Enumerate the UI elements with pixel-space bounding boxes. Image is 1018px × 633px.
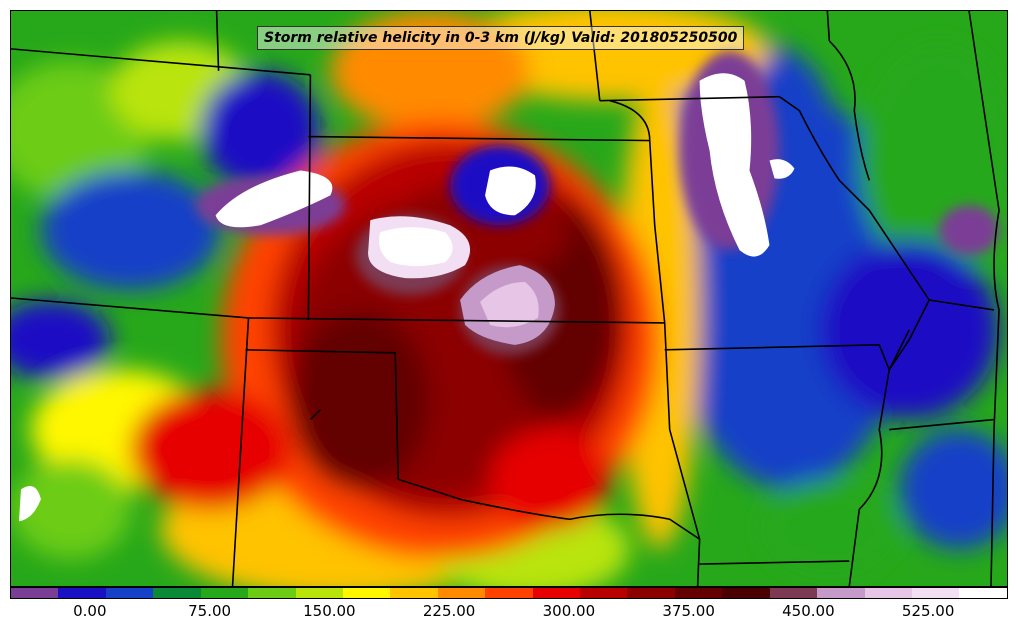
colorbar-cell [817,588,865,598]
colorbar-cell [11,588,59,598]
colorbar-tick-label: 450.00 [782,602,835,620]
colorbar-cell [105,588,154,598]
colorbar-cell [912,588,960,598]
helicity-field [11,11,1007,586]
colorbar-cell [769,588,818,598]
colorbar-cell [674,588,723,598]
map-title: Storm relative helicity in 0-3 km (J/kg)… [257,26,745,50]
colorbar-cell [437,588,486,598]
colorbar-cell [295,588,343,598]
colorbar-cell [200,588,249,598]
colorbar-tick-label: 150.00 [303,602,356,620]
colorbar-cell [153,588,201,598]
colorbar-cell [248,588,296,598]
colorbar-tick-label: 300.00 [542,602,596,620]
colorbar-labels: 0.00 75.00 150.00 225.00 300.00 375.00 450.00 5… [10,602,1008,624]
colorbar-cell [864,588,913,598]
colorbar-cell [390,588,438,598]
colorbar [10,587,1008,599]
colorbar-cell [959,588,1007,598]
colorbar-tick-label: 375.00 [662,602,715,620]
colorbar-cell [722,588,770,598]
colorbar-cell [485,588,533,598]
field-peaks [18,73,795,522]
colorbar-cell [627,588,675,598]
colorbar-cell [58,588,106,598]
colorbar-cell [580,588,628,598]
state-borders [11,11,1000,586]
colorbar-tick-label: 75.00 [188,602,232,620]
colorbar-cell [342,588,391,598]
helicity-map: Storm relative helicity in 0-3 km (J/kg)… [10,10,1008,587]
colorbar-tick-label: 0.00 [73,602,107,620]
colorbar-cell [532,588,581,598]
colorbar-tick-label: 525.00 [901,602,955,620]
colorbar-tick-label: 225.00 [422,602,476,620]
